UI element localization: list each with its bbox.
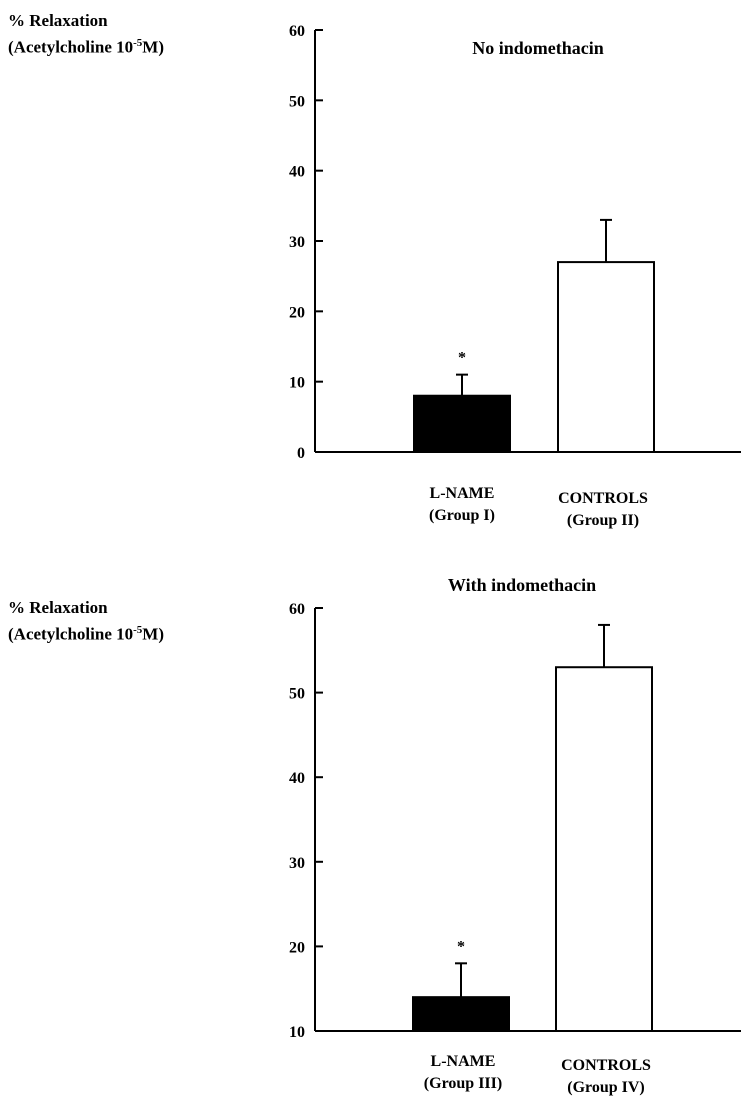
y-axis-label: % Relaxation (Acetylcholine 10-5M): [8, 597, 164, 646]
y-tick-label-50: 50: [289, 93, 305, 110]
bar-chart-plot: 10 20 30 40 50 60 *: [289, 601, 741, 1041]
bar-l-name: [413, 394, 511, 454]
significance-mark-l-name: *: [457, 938, 465, 955]
y-tick-label-10: 10: [289, 1024, 305, 1041]
bar-controls: [555, 666, 653, 1032]
y-tick-label-40: 40: [289, 770, 305, 787]
bar-chart-plot: 0 10 20 30 40 50 60 *: [289, 23, 741, 462]
category-label-controls: CONTROLS (Group IV): [561, 1057, 651, 1096]
y-axis-label: % Relaxation (Acetylcholine 10-5M): [8, 10, 164, 59]
category-label-controls: CONTROLS (Group II): [558, 490, 648, 529]
y-axis-label-line2: (Acetylcholine 10-5M): [8, 37, 164, 57]
y-axis-label-line2: (Acetylcholine 10-5M): [8, 624, 164, 644]
chart-title: No indomethacin: [472, 38, 604, 58]
bar-l-name: [412, 996, 510, 1033]
chart-panel-with-indomethacin: % Relaxation (Acetylcholine 10-5M) With …: [0, 555, 741, 1113]
y-tick-label-20: 20: [289, 939, 305, 956]
category-label-l-name: L-NAME (Group I): [429, 485, 495, 524]
y-tick-label-20: 20: [289, 304, 305, 321]
y-tick-label-50: 50: [289, 686, 305, 703]
chart-title: With indomethacin: [447, 575, 597, 595]
significance-mark-l-name: *: [458, 350, 466, 367]
y-tick-label-40: 40: [289, 164, 305, 181]
y-tick-label-60: 60: [289, 601, 305, 618]
category-label-l-name: L-NAME (Group III): [423, 1053, 503, 1092]
y-tick-label-0: 0: [297, 445, 305, 462]
y-axis-label-line1: % Relaxation: [8, 598, 108, 617]
y-tick-label-30: 30: [289, 234, 305, 251]
chart-panel-no-indomethacin: % Relaxation (Acetylcholine 10-5M) No in…: [0, 0, 741, 555]
bar-controls: [557, 261, 655, 453]
y-tick-label-30: 30: [289, 855, 305, 872]
y-axis-label-line1: % Relaxation: [8, 11, 108, 30]
y-tick-label-60: 60: [289, 23, 305, 40]
y-tick-label-10: 10: [289, 375, 305, 392]
